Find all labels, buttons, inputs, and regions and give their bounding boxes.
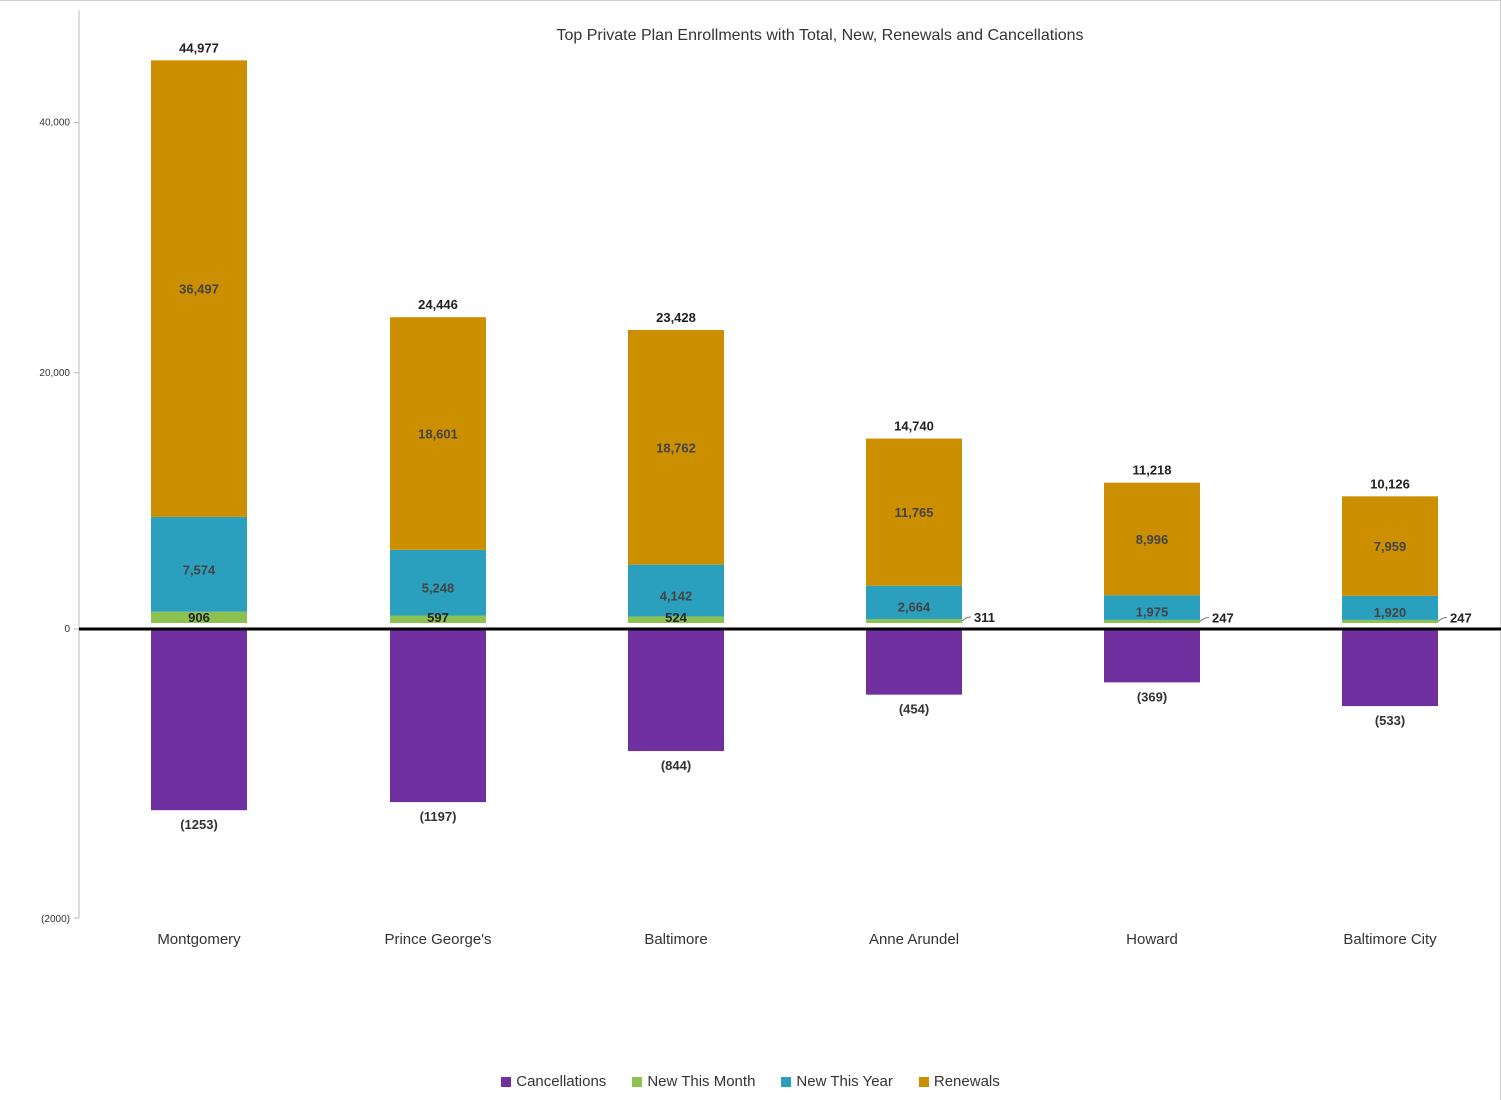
renewals-label: 11,765: [894, 505, 933, 520]
renewals-label: 36,497: [179, 282, 219, 297]
category-label: Howard: [1126, 931, 1178, 948]
bar-new-this-year: [390, 549, 486, 616]
y-tick-label: (2000): [41, 914, 70, 925]
category-label: Anne Arundel: [869, 931, 959, 948]
bar-cancellations: [151, 629, 247, 811]
bar-new-this-month: [151, 611, 247, 623]
legend-label: New This Month: [647, 1073, 756, 1090]
new-this-month-label: 311: [974, 610, 995, 625]
bar-cancellations: [1342, 629, 1438, 707]
new-this-year-label: 7,574: [183, 562, 216, 577]
bar-new-this-year: [1104, 595, 1200, 620]
legend-item: New This Year: [781, 1073, 893, 1090]
bar-new-this-year: [1342, 595, 1438, 620]
new-this-month-label: 247: [1450, 610, 1472, 625]
leader-line: [1199, 616, 1210, 622]
cancellations-label: (844): [661, 758, 691, 773]
bar-renewals: [1104, 482, 1200, 596]
total-label: 44,977: [179, 40, 219, 55]
total-label: 11,218: [1132, 463, 1171, 478]
bar-renewals: [628, 329, 724, 565]
bar-new-this-month: [1342, 619, 1438, 623]
bar-cancellations: [390, 629, 486, 803]
total-label: 14,740: [894, 419, 934, 434]
new-this-year-label: 1,975: [1136, 605, 1169, 620]
new-this-year-label: 1,920: [1374, 605, 1407, 620]
cancellations-label: (533): [1375, 713, 1405, 728]
bar-cancellations: [866, 629, 962, 695]
legend-item: New This Month: [632, 1073, 755, 1090]
bar-renewals: [151, 60, 247, 517]
total-label: 23,428: [656, 310, 696, 325]
total-label: 24,446: [418, 297, 458, 312]
leader-line: [1437, 616, 1448, 622]
renewals-label: 7,959: [1374, 539, 1407, 554]
bar-cancellations: [628, 629, 724, 752]
bar-renewals: [390, 317, 486, 550]
y-tick-label: 40,000: [39, 118, 70, 129]
category-label: Baltimore: [644, 931, 707, 948]
cancellations-label: (369): [1137, 689, 1167, 704]
new-this-year-label: 4,142: [660, 589, 693, 604]
leader-line: [961, 616, 972, 622]
category-label: Baltimore City: [1343, 931, 1437, 948]
bar-new-this-year: [866, 585, 962, 620]
category-label: Prince George's: [384, 931, 491, 948]
new-this-month-label: 524: [665, 610, 687, 625]
bar-new-this-month: [1104, 619, 1200, 623]
total-label: 10,126: [1370, 476, 1410, 491]
legend-label: Cancellations: [516, 1073, 607, 1090]
cancellations-label: (454): [899, 702, 929, 717]
legend-item: Cancellations: [501, 1073, 606, 1090]
renewals-label: 18,601: [418, 427, 458, 442]
new-this-month-label: 247: [1212, 610, 1234, 625]
legend-swatch: [501, 1076, 512, 1087]
new-this-month-label: 597: [427, 610, 449, 625]
legend-label: New This Year: [796, 1073, 893, 1090]
bar-new-this-month: [628, 616, 724, 623]
legend-item: Renewals: [918, 1073, 1000, 1090]
new-this-month-label: 906: [188, 610, 210, 625]
bar-new-this-month: [390, 615, 486, 623]
cancellations-label: (1253): [180, 817, 218, 832]
y-tick-label: 0: [64, 624, 70, 635]
bar-renewals: [1342, 496, 1438, 596]
category-label: Montgomery: [157, 931, 241, 948]
bar-new-this-year: [151, 516, 247, 612]
bar-cancellations: [1104, 629, 1200, 683]
renewals-label: 18,762: [656, 440, 696, 455]
new-this-year-label: 5,248: [422, 581, 455, 596]
new-this-year-label: 2,664: [898, 599, 931, 614]
legend-swatch: [781, 1076, 792, 1087]
legend-swatch: [632, 1076, 643, 1087]
bar-renewals: [866, 438, 962, 586]
legend: Cancellations New This Month New This Year…: [0, 1073, 1501, 1090]
bar-new-this-month: [866, 619, 962, 623]
legend-label: Renewals: [933, 1073, 1000, 1090]
cancellations-label: (1197): [420, 809, 457, 824]
legend-swatch: [918, 1076, 929, 1087]
y-tick-label: 20,000: [39, 368, 70, 379]
bar-new-this-year: [628, 564, 724, 617]
renewals-label: 8,996: [1136, 532, 1169, 547]
chart-title: Top Private Plan Enrollments with Total,…: [556, 27, 1083, 44]
